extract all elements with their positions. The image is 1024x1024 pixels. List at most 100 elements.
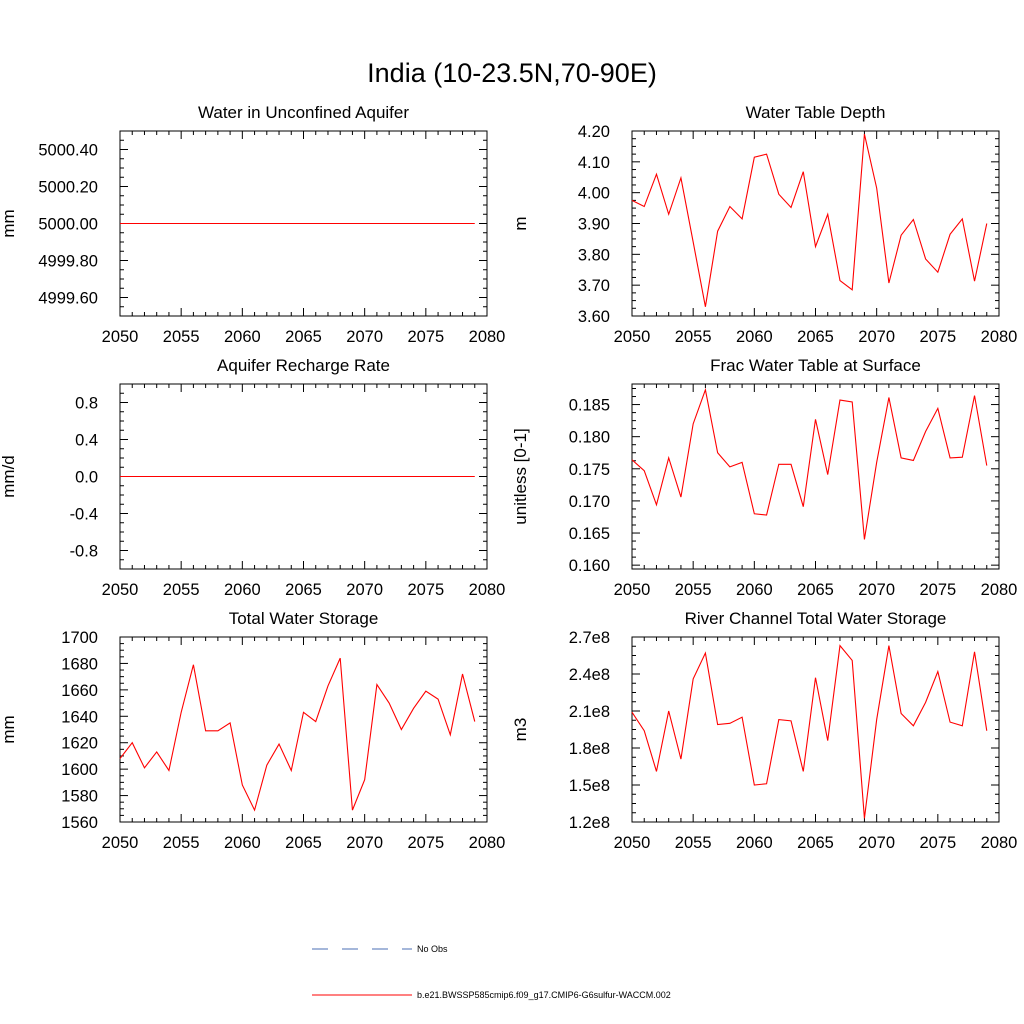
figure-title: India (10-23.5N,70-90E) [367,58,657,88]
y-tick-label: 4.00 [578,185,610,203]
y-tick-label: 1.8e8 [569,740,610,758]
x-tick-label: 2050 [102,581,139,599]
y-tick-label: 1680 [61,655,98,673]
y-tick-label: 4999.80 [38,253,98,271]
x-tick-label: 2070 [858,834,895,852]
y-axis-label: mm [0,715,18,743]
plot-frame [119,636,488,823]
x-tick-label: 2080 [981,328,1018,346]
y-tick-label: 5000.40 [38,142,98,160]
y-tick-label: -0.8 [70,543,98,561]
x-tick-label: 2070 [346,581,383,599]
x-tick-label: 2065 [285,328,322,346]
y-tick-label: 0.160 [569,557,610,575]
y-tick-label: 1620 [61,735,98,753]
panel-title: Water Table Depth [746,103,886,122]
y-tick-label: 2.4e8 [569,666,610,684]
y-tick-label: 1700 [61,629,98,647]
panel-3: Aquifer Recharge Rate mm/d 2050 2055 2060 206… [0,356,505,599]
x-tick-label: 2055 [675,834,712,852]
x-tick-label: 2070 [858,328,895,346]
x-tick-label: 2075 [919,328,956,346]
legend-obs-label: No Obs [417,944,448,954]
y-axis-label: m3 [511,718,530,742]
y-axis-label: mm [0,209,18,237]
x-tick-label: 2050 [102,328,139,346]
x-tick-label: 2050 [614,581,651,599]
x-tick-label: 2075 [919,834,956,852]
series-line [119,657,476,812]
panel-title: River Channel Total Water Storage [685,609,947,628]
x-tick-label: 2060 [224,581,261,599]
panel-1: Water in Unconfined Aquifer mm 2050 2055 206… [0,103,505,346]
panel-title: Water in Unconfined Aquifer [198,103,409,122]
x-tick-label: 2055 [163,328,200,346]
x-tick-label: 2075 [407,581,444,599]
y-tick-label: 4999.60 [38,290,98,308]
y-tick-label: 0.165 [569,525,610,543]
y-tick-label: 3.80 [578,246,610,264]
x-tick-label: 2080 [981,834,1018,852]
panel-title: Aquifer Recharge Rate [217,356,390,375]
x-tick-label: 2070 [346,834,383,852]
x-tick-label: 2060 [224,328,261,346]
y-axis-label: unitless [0-1] [511,428,530,524]
y-tick-label: 3.70 [578,277,610,295]
series-line [631,644,988,819]
y-tick-label: 5000.00 [38,216,98,234]
x-tick-label: 2060 [736,834,773,852]
y-axis-label: m [511,216,530,230]
panel-2: Water Table Depth m 2050 2055 2060 2065 2070 20… [511,103,1017,346]
x-tick-label: 2075 [919,581,956,599]
panels: Water in Unconfined Aquifer mm 2050 2055 206… [0,103,1017,852]
x-tick-label: 2050 [614,328,651,346]
y-tick-label: 0.185 [569,397,610,415]
x-tick-label: 2065 [285,834,322,852]
y-tick-label: 3.90 [578,216,610,234]
y-axis-label: mm/d [0,455,18,498]
x-tick-label: 2060 [224,834,261,852]
y-tick-label: 1560 [61,814,98,832]
panel-title: Total Water Storage [229,609,379,628]
y-tick-label: 1600 [61,761,98,779]
panel-title: Frac Water Table at Surface [710,356,921,375]
x-tick-label: 2060 [736,581,773,599]
x-tick-label: 2065 [285,581,322,599]
series-line [631,133,988,307]
y-tick-label: 0.8 [75,395,98,413]
x-tick-label: 2060 [736,328,773,346]
x-tick-label: 2080 [981,581,1018,599]
x-tick-label: 2055 [675,581,712,599]
y-tick-label: 5000.20 [38,179,98,197]
y-tick-label: 0.170 [569,493,610,511]
y-tick-label: 2.7e8 [569,629,610,647]
y-tick-label: 0.4 [75,432,98,450]
legend: No Obs b.e21.BWSSP585cmip6.f09_g17.CMIP6… [312,944,671,1000]
plot-frame [631,130,1000,317]
x-tick-label: 2070 [346,328,383,346]
y-tick-label: 4.20 [578,123,610,141]
legend-model-label: b.e21.BWSSP585cmip6.f09_g17.CMIP6-G6sulf… [417,990,671,1000]
y-tick-label: 2.1e8 [569,703,610,721]
y-tick-label: 0.180 [569,429,610,447]
series-line [631,387,988,540]
plot-frame [631,383,1000,570]
x-tick-label: 2070 [858,581,895,599]
y-tick-label: 3.60 [578,308,610,326]
x-tick-label: 2075 [407,834,444,852]
panel-4: Frac Water Table at Surface unitless [0-1… [511,356,1017,599]
y-tick-label: 1580 [61,788,98,806]
x-tick-label: 2065 [797,581,834,599]
y-tick-label: 1.5e8 [569,777,610,795]
x-tick-label: 2050 [614,834,651,852]
y-tick-label: 0.0 [75,469,98,487]
panel-6: River Channel Total Water Storage m3 2050 2… [511,609,1017,852]
y-tick-label: 1640 [61,708,98,726]
x-tick-label: 2055 [675,328,712,346]
y-tick-label: 1660 [61,682,98,700]
y-tick-label: 1.2e8 [569,814,610,832]
x-tick-label: 2080 [469,581,506,599]
x-tick-label: 2080 [469,328,506,346]
x-tick-label: 2055 [163,834,200,852]
